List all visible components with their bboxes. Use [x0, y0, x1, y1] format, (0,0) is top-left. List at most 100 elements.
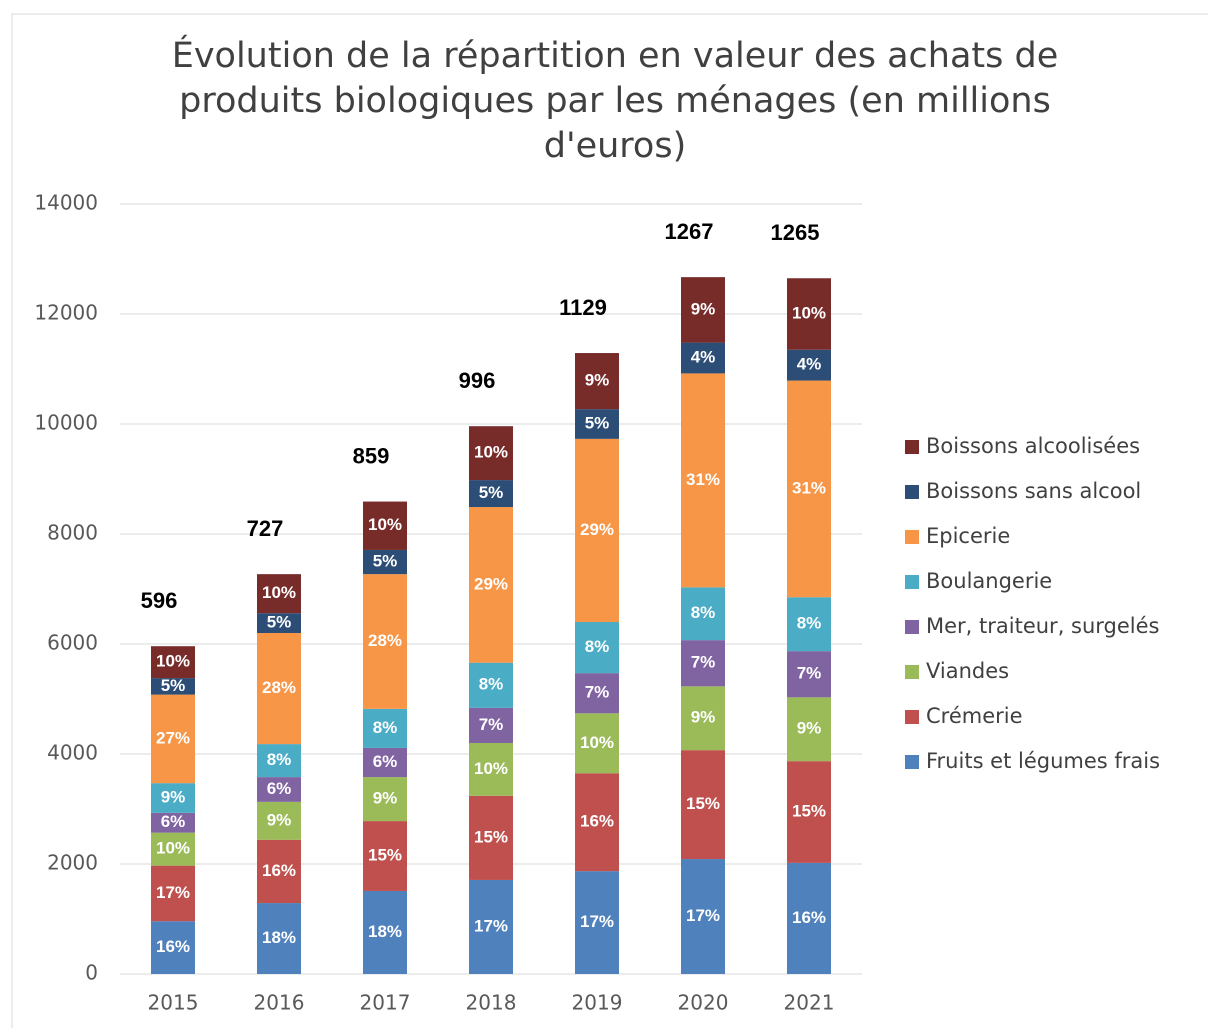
bar-segment [787, 862, 831, 974]
data-label: 10% [474, 443, 508, 462]
legend-swatch [905, 620, 919, 634]
data-label: 17% [580, 912, 614, 931]
bar-segment [151, 832, 195, 866]
bar-segment [469, 795, 513, 880]
total-label: 727 [247, 516, 284, 541]
bar-segment [257, 744, 301, 778]
data-label: 16% [792, 908, 826, 927]
total-label: 1129 [559, 295, 607, 320]
bar-segment [363, 708, 407, 748]
data-label: 9% [373, 789, 398, 808]
data-label: 8% [373, 718, 398, 737]
bar-segment [363, 574, 407, 709]
data-label: 29% [580, 520, 614, 539]
data-label: 4% [797, 355, 822, 374]
bar-segment [363, 501, 407, 550]
data-label: 18% [368, 922, 402, 941]
legend-swatch [905, 530, 919, 544]
bar-segment [363, 890, 407, 974]
total-label: 859 [353, 443, 390, 468]
data-label: 31% [792, 478, 826, 497]
bar-segment [151, 865, 195, 922]
data-label: 10% [474, 759, 508, 778]
bar-segment [787, 278, 831, 350]
legend-swatch [905, 575, 919, 589]
data-label: 5% [585, 413, 610, 432]
data-label: 9% [267, 810, 292, 829]
bar-segment [787, 597, 831, 652]
bar-segment [681, 373, 725, 588]
data-label: 10% [792, 303, 826, 322]
bar-segment [681, 750, 725, 860]
data-label: 8% [479, 675, 504, 694]
total-label: 1267 [665, 219, 714, 244]
data-label: 7% [797, 664, 822, 683]
y-tick-label: 0 [85, 961, 98, 985]
legend-label: Mer, traiteur, surgelés [926, 614, 1160, 638]
data-label: 17% [474, 916, 508, 935]
bar-segment [787, 349, 831, 381]
x-tick-label: 2015 [148, 991, 199, 1015]
data-label: 8% [267, 750, 292, 769]
bar-segment [257, 633, 301, 745]
data-label: 29% [474, 574, 508, 593]
data-label: 31% [686, 470, 720, 489]
bar-segment [151, 812, 195, 833]
bar-segment [681, 587, 725, 641]
legend-label: Boulangerie [926, 569, 1052, 593]
bar-segment [787, 761, 831, 863]
x-tick-label: 2019 [572, 991, 623, 1015]
y-tick-label: 2000 [47, 851, 98, 875]
data-label: 9% [797, 719, 822, 738]
data-label: 10% [368, 515, 402, 534]
bar-segment [469, 426, 513, 481]
data-label: 9% [691, 299, 716, 318]
data-label: 10% [580, 733, 614, 752]
legend-swatch [905, 440, 919, 454]
bar-segment [257, 613, 301, 633]
bar-segment [681, 342, 725, 374]
x-tick-label: 2017 [360, 991, 411, 1015]
data-label: 28% [262, 678, 296, 697]
data-label: 10% [156, 839, 190, 858]
bar-segment [257, 801, 301, 840]
bar-segment [575, 713, 619, 774]
data-label: 28% [368, 631, 402, 650]
y-tick-label: 10000 [34, 411, 98, 435]
bar-segment [469, 707, 513, 743]
bar-segment [469, 480, 513, 508]
data-label: 15% [792, 802, 826, 821]
bar-segment [575, 438, 619, 622]
y-tick-label: 6000 [47, 631, 98, 655]
data-label: 9% [691, 708, 716, 727]
legend-label: Epicerie [926, 524, 1010, 548]
data-label: 6% [373, 752, 398, 771]
x-tick-label: 2020 [678, 991, 729, 1015]
bar-segment [681, 277, 725, 343]
legend-swatch [905, 710, 919, 724]
data-label: 10% [262, 583, 296, 602]
data-label: 10% [156, 652, 190, 671]
data-label: 5% [161, 676, 186, 695]
bar-segment [363, 821, 407, 891]
chart-border [11, 13, 1208, 1028]
legend-swatch [905, 755, 919, 769]
bar-segment [575, 773, 619, 872]
legend-label: Crémerie [926, 704, 1023, 728]
total-label: 1265 [771, 220, 820, 245]
data-label: 5% [373, 552, 398, 571]
data-label: 8% [797, 614, 822, 633]
bar-segment [151, 783, 195, 813]
bar-segment [363, 777, 407, 822]
data-label: 17% [686, 906, 720, 925]
bar-segment [469, 743, 513, 796]
bar-segment [575, 871, 619, 974]
bar-segment [257, 574, 301, 614]
data-label: 15% [368, 846, 402, 865]
data-label: 7% [691, 653, 716, 672]
legend-swatch [905, 485, 919, 499]
y-tick-label: 14000 [34, 191, 98, 215]
bar-segment [257, 903, 301, 974]
